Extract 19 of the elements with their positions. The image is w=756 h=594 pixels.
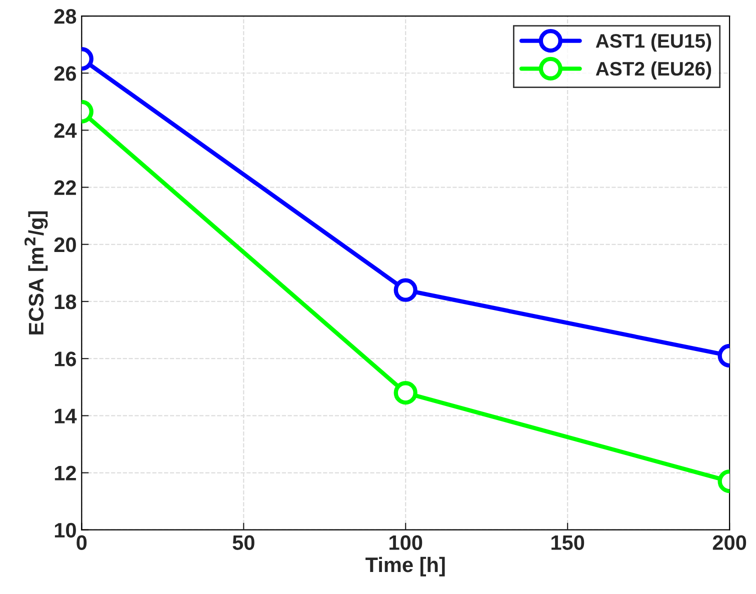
x-tick-label: 0 (76, 535, 87, 550)
y-tick-label: 24 (54, 123, 77, 138)
y-axis-title: ECSA [m$^{2}$/g] (24, 211, 48, 334)
x-tick-label: 100 (390, 535, 422, 550)
y-tick-label: 20 (54, 237, 76, 252)
x-axis-title: Time [h] (366, 556, 445, 576)
y-tick-label: 18 (54, 294, 76, 310)
x-tick-label: 150 (552, 535, 584, 550)
y-tick-label: 22 (54, 180, 76, 195)
x-tick-label: 200 (712, 535, 746, 550)
y-tick-label: 14 (54, 408, 77, 424)
x-tick-label: 50 (232, 535, 254, 550)
y-tick-label: 10 (54, 522, 76, 538)
legend-label: AST2 (EU26) (596, 61, 712, 80)
y-tick-label: 26 (54, 66, 76, 81)
y-tick-label: 12 (54, 466, 76, 480)
legend-label: AST1 (EU15) (596, 34, 712, 52)
y-tick-label: 16 (54, 352, 76, 366)
y-tick-label: 28 (54, 9, 76, 24)
